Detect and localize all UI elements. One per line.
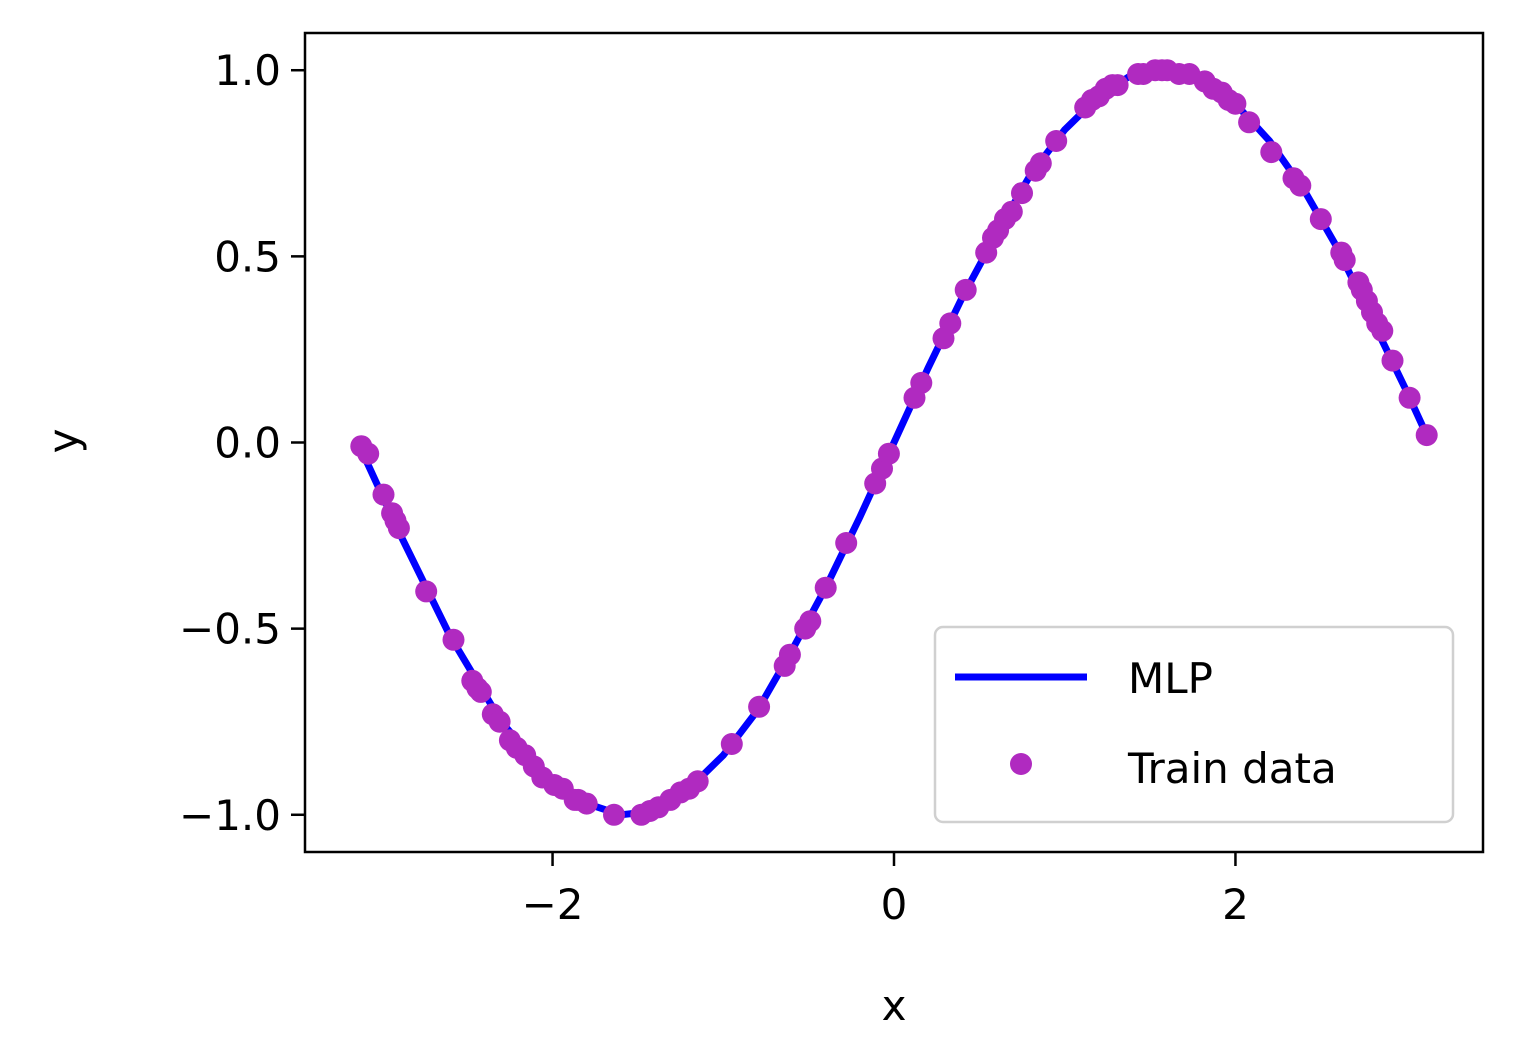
train-data-point bbox=[748, 695, 771, 718]
y-tick-label: 1.0 bbox=[214, 46, 281, 95]
train-data-point bbox=[1106, 74, 1129, 97]
train-data-point bbox=[1333, 249, 1356, 272]
train-data-point bbox=[1224, 92, 1247, 115]
train-data-point bbox=[603, 803, 625, 826]
train-data-point bbox=[1011, 182, 1033, 205]
train-data-point bbox=[877, 442, 900, 465]
train-data-point bbox=[1289, 174, 1312, 197]
train-data-point bbox=[835, 532, 858, 554]
train-data-point bbox=[1371, 319, 1394, 342]
train-data-point bbox=[1398, 386, 1421, 409]
y-tick-label: −0.5 bbox=[179, 605, 281, 654]
train-data-point bbox=[910, 371, 933, 394]
train-data-point bbox=[686, 770, 709, 793]
y-axis-label: y bbox=[39, 429, 88, 454]
train-data-point bbox=[575, 792, 598, 815]
train-data-point bbox=[720, 733, 743, 755]
train-data-point bbox=[1381, 349, 1404, 372]
x-tick-label: 2 bbox=[1222, 880, 1249, 929]
train-data-point bbox=[1260, 141, 1283, 164]
x-tick-label: 0 bbox=[881, 880, 908, 929]
legend: MLP Train data bbox=[933, 625, 1455, 824]
train-data-point bbox=[1415, 424, 1438, 447]
train-data-point bbox=[415, 580, 438, 603]
x-axis: −2 0 2 bbox=[522, 852, 1249, 929]
y-tick-label: 0.5 bbox=[214, 232, 281, 281]
plot-area bbox=[350, 59, 1438, 826]
train-data-point bbox=[1029, 152, 1052, 175]
train-data-point bbox=[1238, 111, 1261, 134]
train-data-point bbox=[469, 680, 492, 703]
train-data-point bbox=[799, 610, 822, 633]
train-data-point bbox=[954, 278, 977, 301]
train-data-point bbox=[442, 628, 465, 651]
y-axis: 1.0 0.5 0.0 −0.5 −1.0 bbox=[179, 46, 305, 840]
legend-marker-swatch bbox=[1010, 753, 1032, 775]
train-data-point bbox=[357, 442, 380, 465]
train-data-point bbox=[814, 576, 837, 599]
x-tick-label: −2 bbox=[522, 880, 584, 929]
train-data-point bbox=[1045, 130, 1068, 152]
y-tick-label: −1.0 bbox=[179, 791, 281, 840]
x-axis-label: x bbox=[882, 981, 907, 1030]
train-data-point bbox=[778, 643, 801, 666]
train-data-point bbox=[372, 483, 395, 506]
y-tick-label: 0.0 bbox=[214, 419, 281, 468]
train-data-point bbox=[488, 710, 511, 733]
train-data-point bbox=[387, 517, 410, 540]
train-data-point bbox=[1309, 208, 1332, 231]
legend-label-train-data: Train data bbox=[1127, 744, 1337, 793]
train-data-point bbox=[939, 312, 962, 335]
legend-label-mlp: MLP bbox=[1128, 654, 1213, 703]
train-data-point bbox=[1000, 200, 1023, 223]
